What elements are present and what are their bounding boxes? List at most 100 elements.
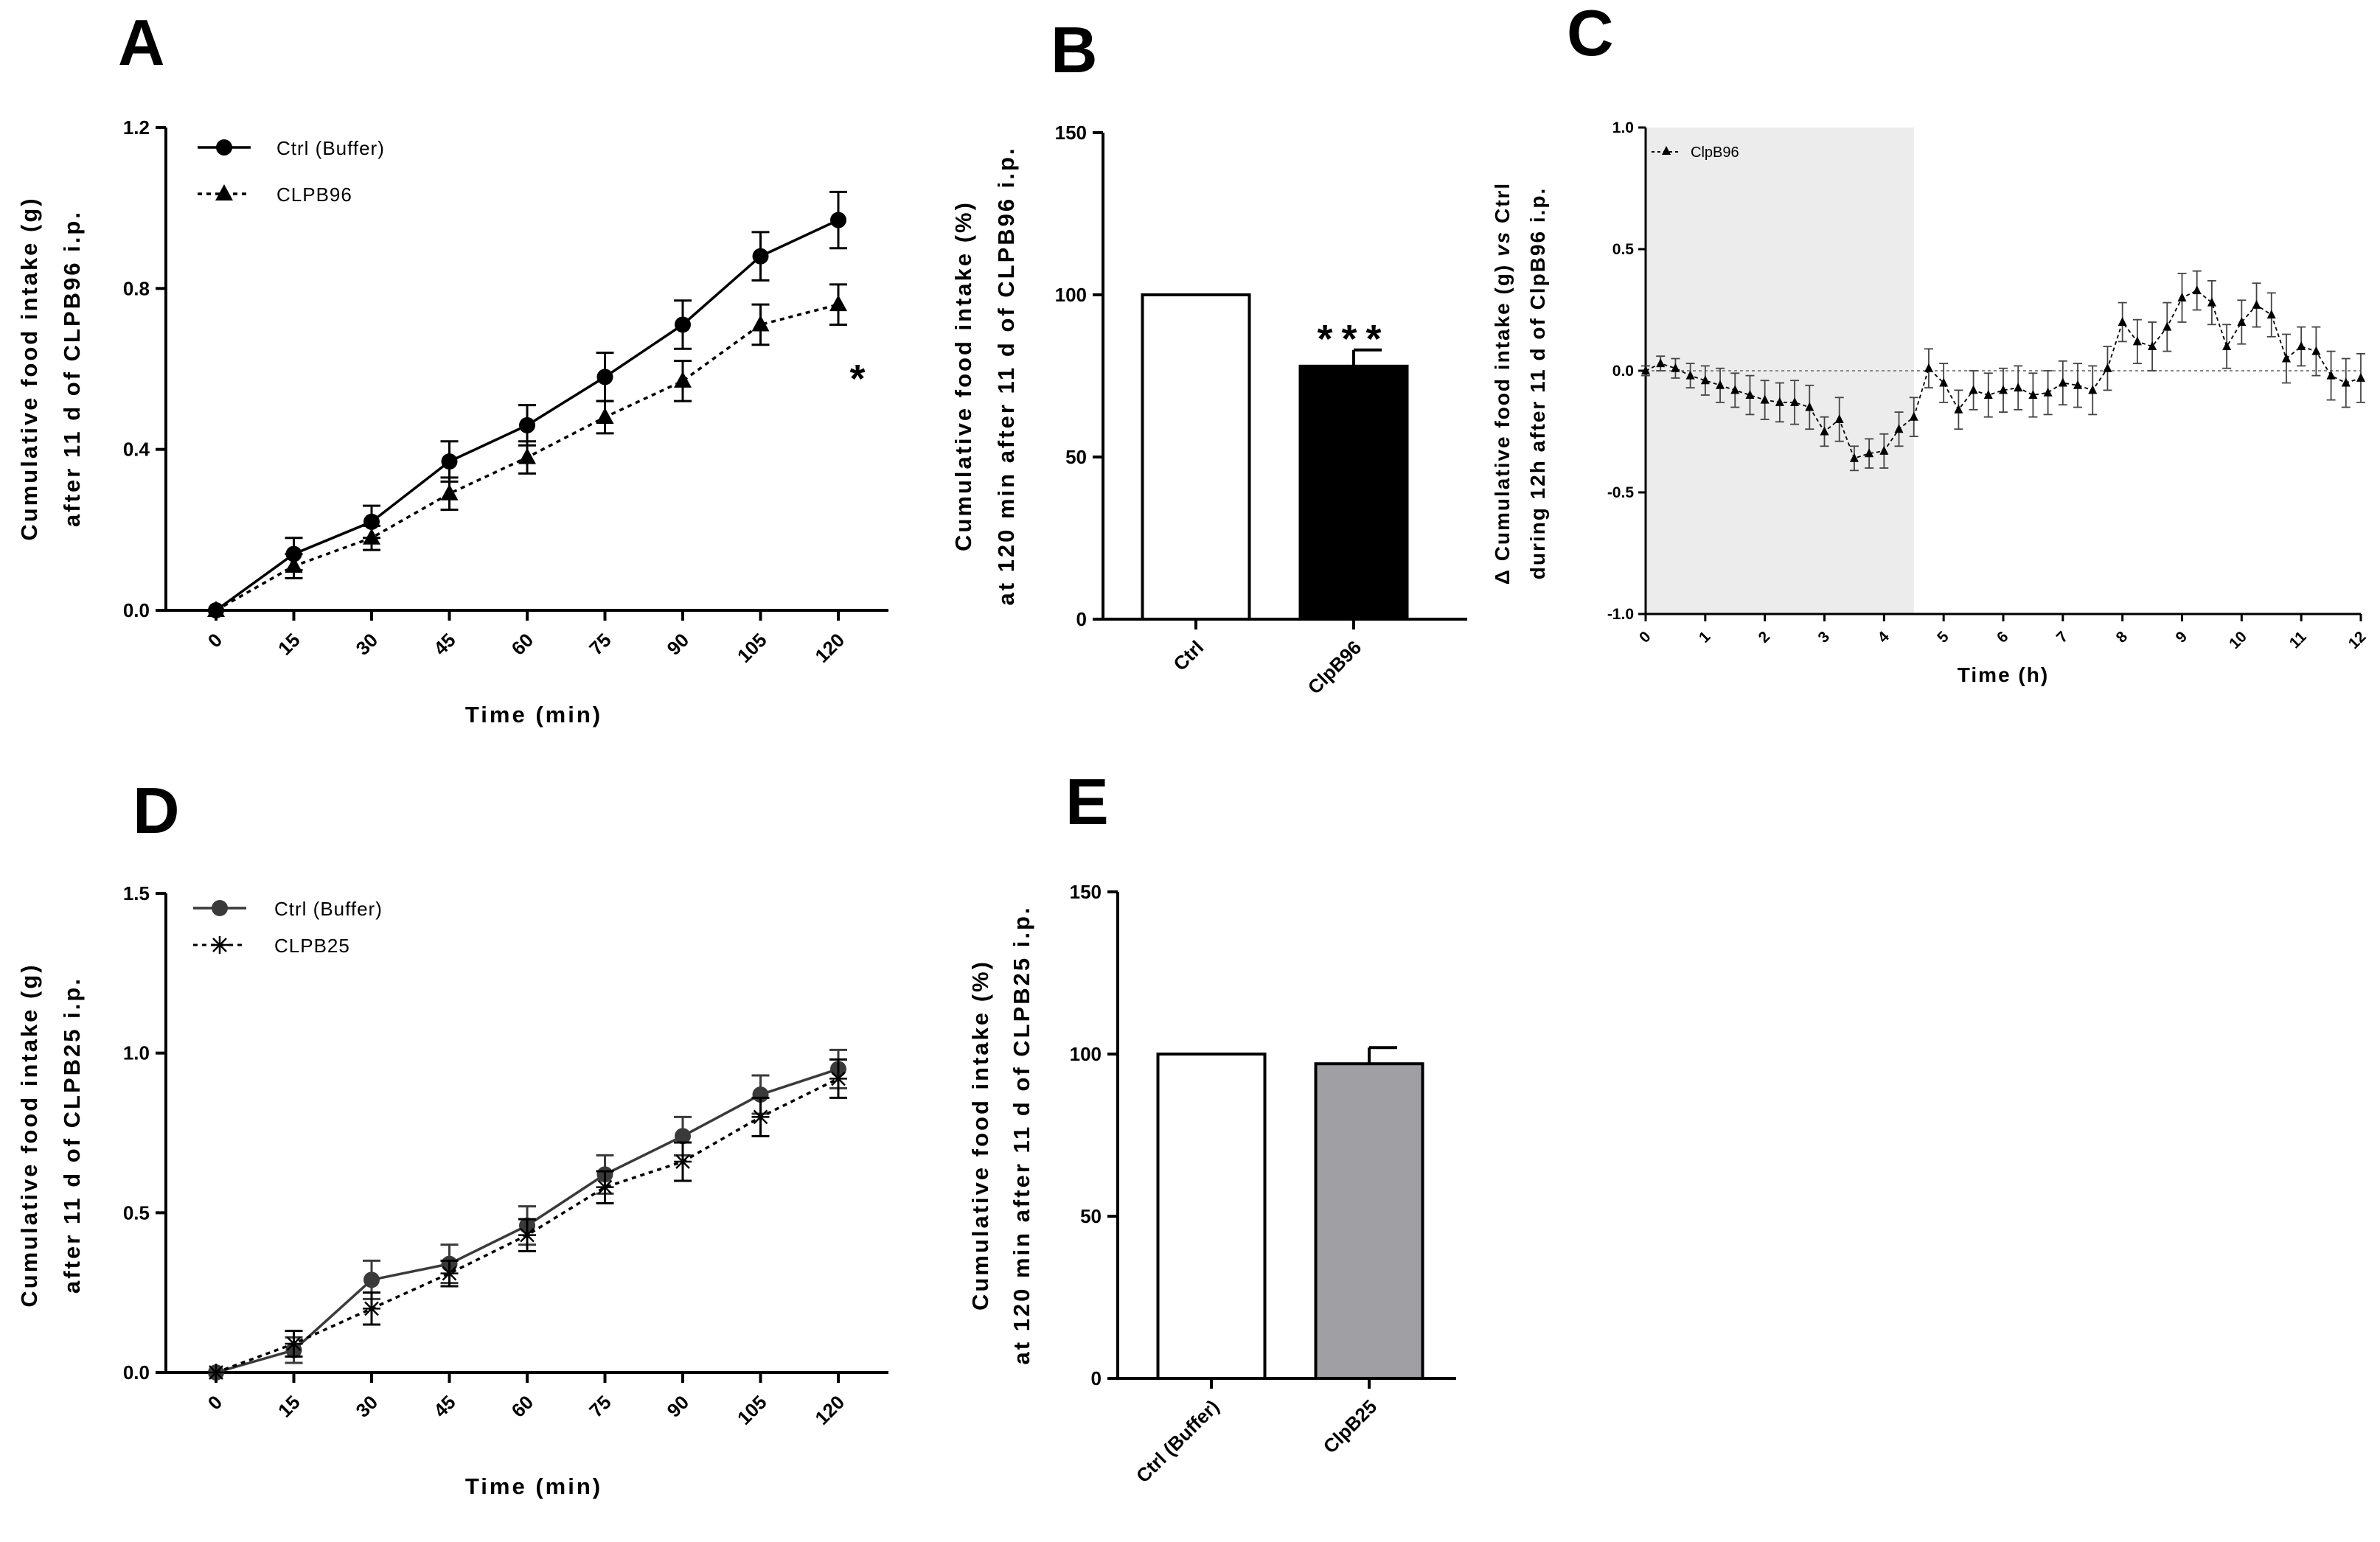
data-point-triangle <box>1775 397 1784 406</box>
chart-b-y-label-1: Cumulative food intake (%) <box>950 200 976 551</box>
y-tick-label: 1.5 <box>123 882 150 904</box>
x-tick-label: 90 <box>663 1391 694 1422</box>
x-tick-label: 30 <box>352 629 383 660</box>
chart-a-y-label-2: after 11 d of CLPB96 i.p. <box>59 210 85 527</box>
chart-d-series <box>207 1048 847 1381</box>
data-point-triangle <box>674 371 692 388</box>
y-tick-label: 0.0 <box>123 599 150 621</box>
chart-b-bars: Ctrl ClpB96 <box>1141 293 1409 699</box>
data-point-triangle <box>2356 372 2365 382</box>
asterisk-stroke <box>597 1179 613 1195</box>
chart-d-x-label: Time (min) <box>465 1473 602 1499</box>
asterisk-stroke <box>675 1154 690 1169</box>
legend-d-clpb25-label: CLPB25 <box>274 935 350 957</box>
x-tick-label: ClpB96 <box>1304 636 1366 699</box>
x-tick-label: Ctrl <box>1169 636 1208 675</box>
data-point-triangle <box>1999 385 2008 394</box>
data-point-triangle <box>2088 385 2098 394</box>
y-tick-label: 150 <box>1055 122 1087 144</box>
data-point-triangle <box>1865 448 1874 458</box>
data-point-triangle <box>1656 358 1666 368</box>
data-point-triangle <box>1969 385 1978 394</box>
chart-b-y-ticks: 0 50 100 150 <box>1055 122 1103 630</box>
legend-c-clpb96-label: ClpB96 <box>1691 144 1739 161</box>
x-tick-label: 6 <box>1994 628 2012 646</box>
chart-c: -1.0-0.50.00.51.0 0 1 2 3 4 5 6 7 8 9 10 11 12 Time … <box>1491 119 2370 686</box>
data-point-asterisk <box>674 1153 692 1171</box>
data-point-triangle <box>2058 377 2067 387</box>
chart-a-y-label-1: Cumulative food intake (g) <box>16 196 42 540</box>
data-point-asterisk <box>285 1335 303 1353</box>
y-tick-label: 0 <box>1091 1367 1102 1389</box>
x-tick-label: 60 <box>507 629 538 660</box>
y-tick-label: 0.0 <box>123 1361 150 1384</box>
chart-a: 0.0 0.4 0.8 1.2 0 15 30 45 60 75 90 105 120 * Time … <box>16 116 888 728</box>
legend-a-clpb96-marker <box>215 184 233 200</box>
x-tick-label: 11 <box>2286 628 2310 652</box>
chart-c-y-label-italic: vs <box>1491 231 1514 257</box>
legend-d-ctrl-label: Ctrl (Buffer) <box>274 898 383 920</box>
chart-c-series <box>1641 270 2365 472</box>
y-tick-label: 1.0 <box>1612 119 1634 136</box>
panel-letter-b: B <box>1051 13 1098 86</box>
data-point-asterisk <box>207 1364 225 1381</box>
asterisk-stroke <box>753 1109 768 1125</box>
data-point-asterisk <box>829 1070 847 1088</box>
data-point-asterisk <box>440 1264 459 1283</box>
chart-a-significance: * <box>849 357 865 401</box>
chart-a-x-ticks: 0 15 30 45 60 75 90 105 120 <box>203 610 849 667</box>
data-point-triangle <box>2326 370 2336 380</box>
x-tick-label: 105 <box>733 629 771 667</box>
data-point-triangle <box>2266 310 2276 319</box>
x-tick-label: 0 <box>203 1391 226 1414</box>
data-point-triangle <box>1700 375 1710 385</box>
data-point-triangle <box>2103 363 2112 372</box>
x-tick-label: 60 <box>507 1391 538 1422</box>
y-tick-label: -0.5 <box>1607 484 1635 501</box>
x-tick-label: Ctrl (Buffer) <box>1132 1395 1223 1487</box>
x-tick-label: 4 <box>1874 628 1893 646</box>
data-point-triangle <box>2177 293 2187 301</box>
chart-c-y-label-part: Cumulative food intake (g) <box>1491 257 1514 568</box>
x-tick-label: 30 <box>352 1391 383 1422</box>
data-point-triangle <box>1894 424 1904 433</box>
y-tick-label: 0 <box>1076 608 1087 630</box>
x-tick-label: 105 <box>733 1391 771 1429</box>
data-point-triangle <box>1983 390 1993 399</box>
x-tick-label: 7 <box>2053 628 2072 646</box>
data-point-triangle <box>829 295 847 312</box>
chart-d-x-ticks: 0 15 30 45 60 75 90 105 120 <box>203 1372 849 1429</box>
data-point-triangle <box>1790 397 1800 406</box>
chart-d-legend: Ctrl (Buffer) CLPB25 <box>193 898 383 957</box>
data-point-triangle <box>1939 377 1949 387</box>
y-tick-label: 100 <box>1055 284 1087 306</box>
data-point-circle <box>675 316 691 333</box>
data-point-asterisk <box>518 1226 536 1244</box>
asterisk-stroke <box>286 1336 302 1351</box>
data-point-triangle <box>2297 341 2306 350</box>
x-tick-label: 75 <box>585 1391 616 1422</box>
data-point-triangle <box>1879 445 1889 455</box>
data-point-circle <box>519 416 535 433</box>
chart-c-y-label-part: Ctrl <box>1491 182 1514 231</box>
data-point-triangle <box>2311 346 2321 355</box>
panel-letter-a: A <box>118 6 165 79</box>
data-point-triangle <box>1716 380 1725 389</box>
chart-a-y-ticks: 0.0 0.4 0.8 1.2 <box>123 116 166 621</box>
x-tick-label: 3 <box>1815 628 1834 646</box>
data-point-triangle <box>285 556 303 573</box>
chart-c-shaded-region <box>1646 128 1914 614</box>
data-point-triangle <box>1671 363 1680 372</box>
chart-e-y-label-2: at 120 min after 11 d of CLPB25 i.p. <box>1009 905 1034 1364</box>
data-point-triangle <box>2222 341 2232 350</box>
chart-c-y-label-2: during 12h after 11 d of ClpB96 i.p. <box>1526 187 1549 580</box>
asterisk-stroke <box>520 1227 535 1243</box>
chart-b-significance: *** <box>1317 317 1390 361</box>
data-point-triangle <box>1641 366 1650 374</box>
x-tick-label: 0 <box>1636 628 1654 646</box>
bar-2 <box>1298 364 1409 621</box>
data-point-triangle <box>2073 380 2083 389</box>
x-tick-label: 45 <box>429 1391 460 1422</box>
data-point-triangle <box>1924 363 1933 372</box>
